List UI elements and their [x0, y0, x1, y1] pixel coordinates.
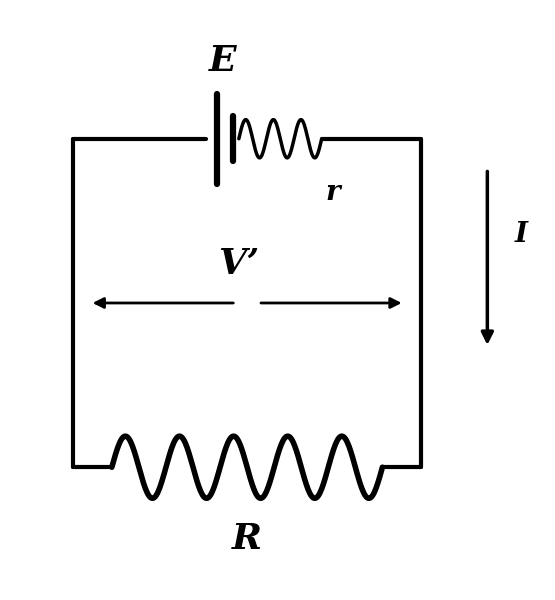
Text: r: r: [325, 179, 340, 206]
Text: I: I: [515, 221, 528, 248]
Text: R: R: [232, 522, 262, 556]
Text: V’: V’: [218, 247, 260, 281]
Text: E: E: [209, 44, 236, 78]
